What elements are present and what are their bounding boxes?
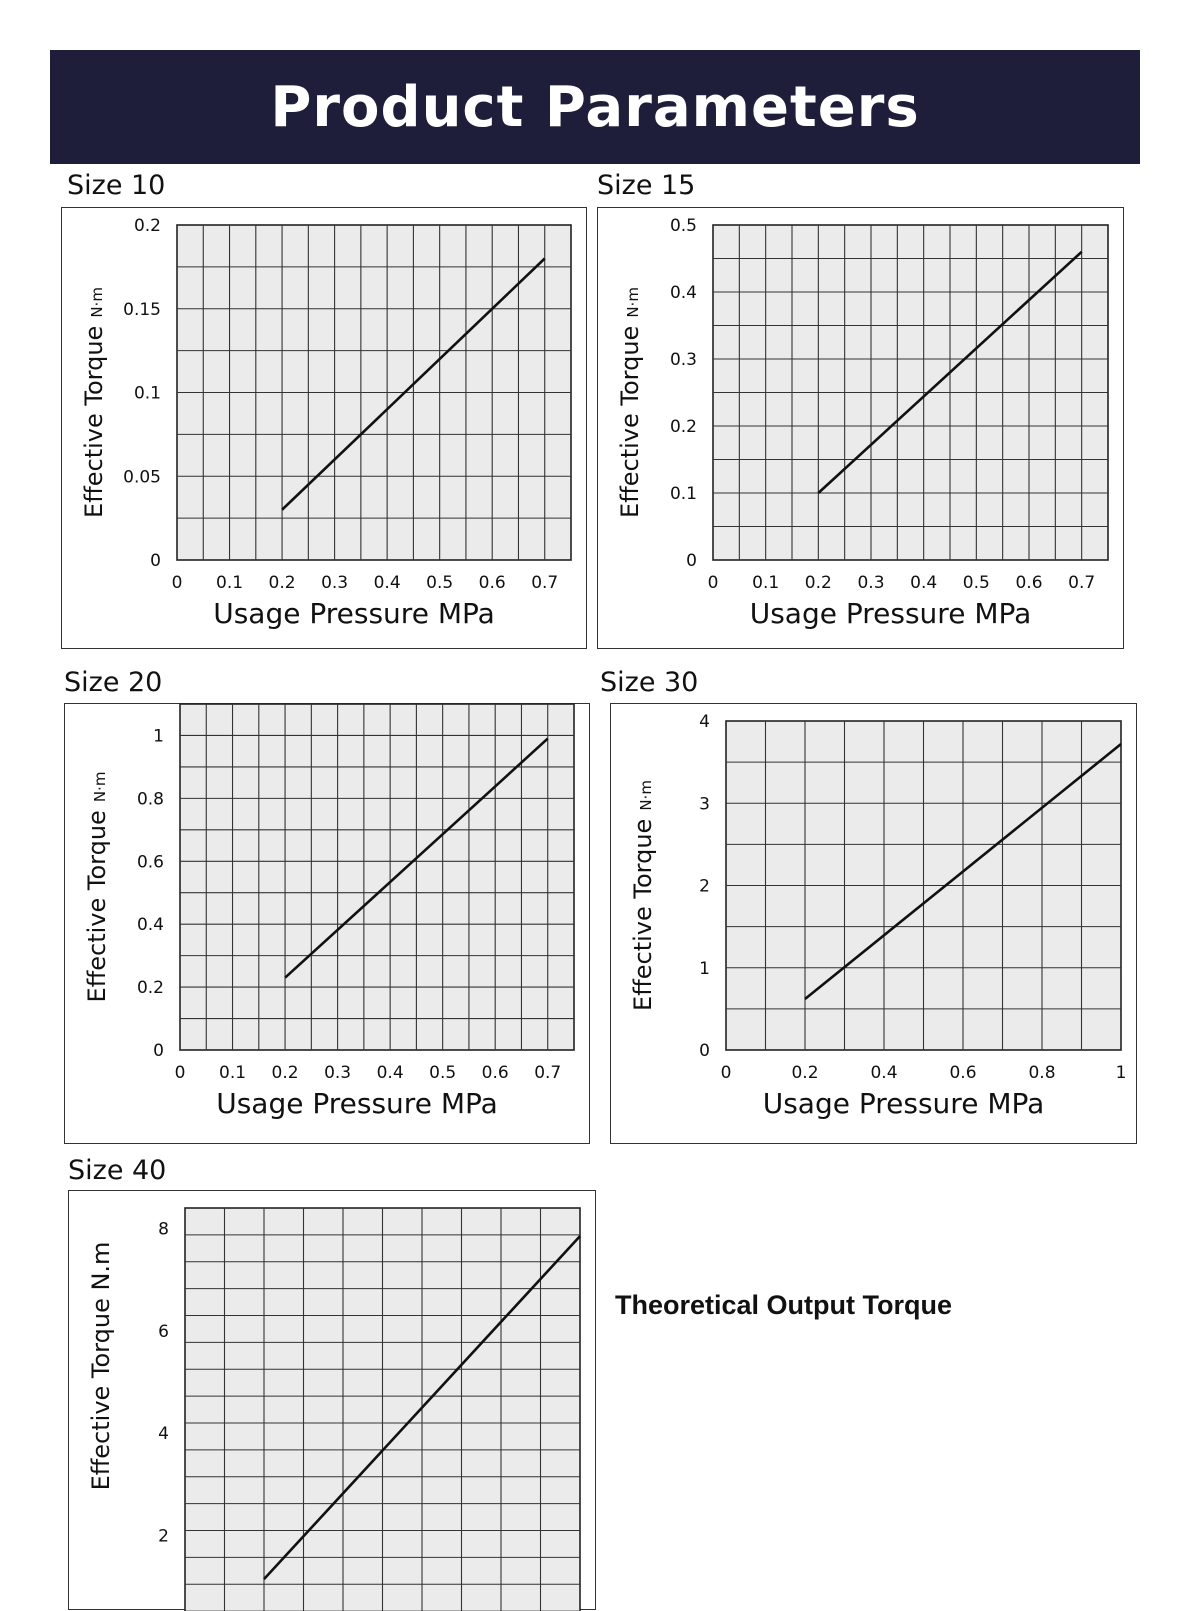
x-tick-label: 0 bbox=[172, 573, 183, 593]
torque-line bbox=[817, 250, 1083, 494]
x-tick-label: 0 bbox=[721, 1063, 732, 1083]
y-tick-label: 0.1 bbox=[134, 384, 161, 404]
chart-svg: 0 1 2 3 4 0 0.2 0.4 0.6 0.8 1 Usage Pressure MPa Eff… bbox=[629, 712, 1127, 1120]
x-tick-label: 0.6 bbox=[1015, 573, 1042, 593]
chart-svg: 0 0.05 0.1 0.15 0.2 0 0.1 0.2 0.3 0.4 0.5 0.6 0.7 Usa… bbox=[80, 216, 572, 630]
x-axis-label: Usage Pressure MPa bbox=[750, 597, 1032, 630]
x-axis-label: Usage Pressure MPa bbox=[763, 1087, 1045, 1120]
y-tick-label: 2 bbox=[699, 877, 710, 897]
x-tick-label: 0.2 bbox=[791, 1063, 818, 1083]
y-tick-label: 0 bbox=[686, 551, 697, 571]
y-tick-label: 0.15 bbox=[123, 300, 161, 320]
x-tick-label: 0.3 bbox=[321, 573, 348, 593]
x-tick-label: 0.7 bbox=[531, 573, 558, 593]
size-15-label: Size 15 bbox=[597, 170, 696, 201]
y-tick-label: 0.8 bbox=[137, 789, 164, 809]
x-tick-label: 0.2 bbox=[805, 573, 832, 593]
x-tick-label: 0.1 bbox=[216, 573, 243, 593]
y-tick-label: 0.2 bbox=[670, 417, 697, 437]
x-tick-label: 0.5 bbox=[963, 573, 990, 593]
theoretical-output-torque-caption: Theoretical Output Torque bbox=[615, 1290, 952, 1320]
title-banner: Product Parameters bbox=[50, 50, 1140, 164]
x-tick-label: 0.6 bbox=[949, 1063, 976, 1083]
y-tick-label: 0.6 bbox=[137, 852, 164, 872]
torque-line bbox=[263, 1235, 581, 1581]
torque-line bbox=[284, 737, 549, 979]
chart-size-10: 0 0.05 0.1 0.15 0.2 0 0.1 0.2 0.3 0.4 0.5 0.6 0.7 Usa… bbox=[61, 207, 587, 649]
y-axis-label: Effective TorqueN·m bbox=[629, 780, 657, 1011]
y-tick-label: 0.3 bbox=[670, 350, 697, 370]
y-tick-label: 0.2 bbox=[134, 216, 161, 236]
y-tick-label: 8 bbox=[158, 1219, 169, 1239]
x-axis-label: Usage Pressure MPa bbox=[216, 1087, 498, 1120]
y-axis-label: Effective TorqueN·m bbox=[616, 287, 644, 518]
size-10-label: Size 10 bbox=[67, 170, 166, 201]
x-tick-label: 0.5 bbox=[426, 573, 453, 593]
x-tick-label: 0.4 bbox=[870, 1063, 897, 1083]
x-tick-label: 0.6 bbox=[482, 1063, 509, 1083]
size-30-label: Size 30 bbox=[600, 667, 699, 698]
plot-area bbox=[179, 703, 575, 1051]
size-40-label: Size 40 bbox=[68, 1155, 167, 1186]
x-tick-label: 0.6 bbox=[479, 573, 506, 593]
x-tick-label: 0.2 bbox=[269, 573, 296, 593]
x-tick-label: 0.4 bbox=[374, 573, 401, 593]
y-tick-label: 4 bbox=[158, 1424, 169, 1444]
chart-svg: 02468Effective Torque N.m bbox=[87, 1207, 581, 1611]
y-tick-label: 0 bbox=[153, 1041, 164, 1061]
y-tick-label: 1 bbox=[699, 959, 710, 979]
y-axis-label: Effective TorqueN·m bbox=[80, 287, 108, 518]
y-tick-label: 0.1 bbox=[670, 484, 697, 504]
x-tick-label: 0.8 bbox=[1028, 1063, 1055, 1083]
x-tick-label: 0.4 bbox=[910, 573, 937, 593]
y-tick-label: 6 bbox=[158, 1322, 169, 1342]
chart-size-20: 0 0.2 0.4 0.6 0.8 1 0 0.1 0.2 0.3 0.4 0.5 0.6 0.7 Usag… bbox=[64, 703, 590, 1144]
chart-svg: 0 0.1 0.2 0.3 0.4 0.5 0 0.1 0.2 0.3 0.4 0.5 0.6 0.7 Us… bbox=[616, 216, 1109, 630]
x-tick-label: 0.7 bbox=[534, 1063, 561, 1083]
chart-size-40: 02468Effective Torque N.m bbox=[68, 1190, 596, 1611]
x-tick-label: 0.1 bbox=[219, 1063, 246, 1083]
chart-size-30: 0 1 2 3 4 0 0.2 0.4 0.6 0.8 1 Usage Pressure MPa Eff… bbox=[610, 703, 1137, 1144]
y-tick-label: 0.5 bbox=[670, 216, 697, 236]
y-tick-label: 0 bbox=[699, 1041, 710, 1061]
x-tick-label: 0.1 bbox=[752, 573, 779, 593]
y-tick-label: 0.05 bbox=[123, 467, 161, 487]
y-axis-label: Effective Torque N.m bbox=[87, 1242, 115, 1491]
y-tick-label: 0 bbox=[150, 551, 161, 571]
torque-line bbox=[804, 743, 1122, 1001]
y-tick-label: 0.4 bbox=[670, 283, 697, 303]
x-tick-label: 1 bbox=[1116, 1063, 1127, 1083]
y-tick-label: 4 bbox=[699, 712, 710, 732]
x-tick-label: 0.2 bbox=[272, 1063, 299, 1083]
torque-line bbox=[281, 257, 546, 511]
y-tick-label: 0.2 bbox=[137, 978, 164, 998]
chart-size-15: 0 0.1 0.2 0.3 0.4 0.5 0 0.1 0.2 0.3 0.4 0.5 0.6 0.7 Us… bbox=[597, 207, 1124, 649]
y-tick-label: 3 bbox=[699, 794, 710, 814]
page-title: Product Parameters bbox=[270, 74, 920, 140]
x-tick-label: 0.3 bbox=[857, 573, 884, 593]
x-axis-label: Usage Pressure MPa bbox=[213, 597, 495, 630]
y-tick-label: 0.4 bbox=[137, 915, 164, 935]
y-axis-label: Effective TorqueN·m bbox=[83, 772, 111, 1003]
x-tick-label: 0.3 bbox=[324, 1063, 351, 1083]
chart-svg: 0 0.2 0.4 0.6 0.8 1 0 0.1 0.2 0.3 0.4 0.5 0.6 0.7 Usag… bbox=[83, 703, 575, 1120]
y-tick-label: 1 bbox=[153, 726, 164, 746]
x-tick-label: 0.7 bbox=[1068, 573, 1095, 593]
size-20-label: Size 20 bbox=[64, 667, 163, 698]
y-tick-label: 2 bbox=[158, 1527, 169, 1547]
x-tick-label: 0 bbox=[708, 573, 719, 593]
x-tick-label: 0 bbox=[175, 1063, 186, 1083]
x-tick-label: 0.5 bbox=[429, 1063, 456, 1083]
x-tick-label: 0.4 bbox=[377, 1063, 404, 1083]
